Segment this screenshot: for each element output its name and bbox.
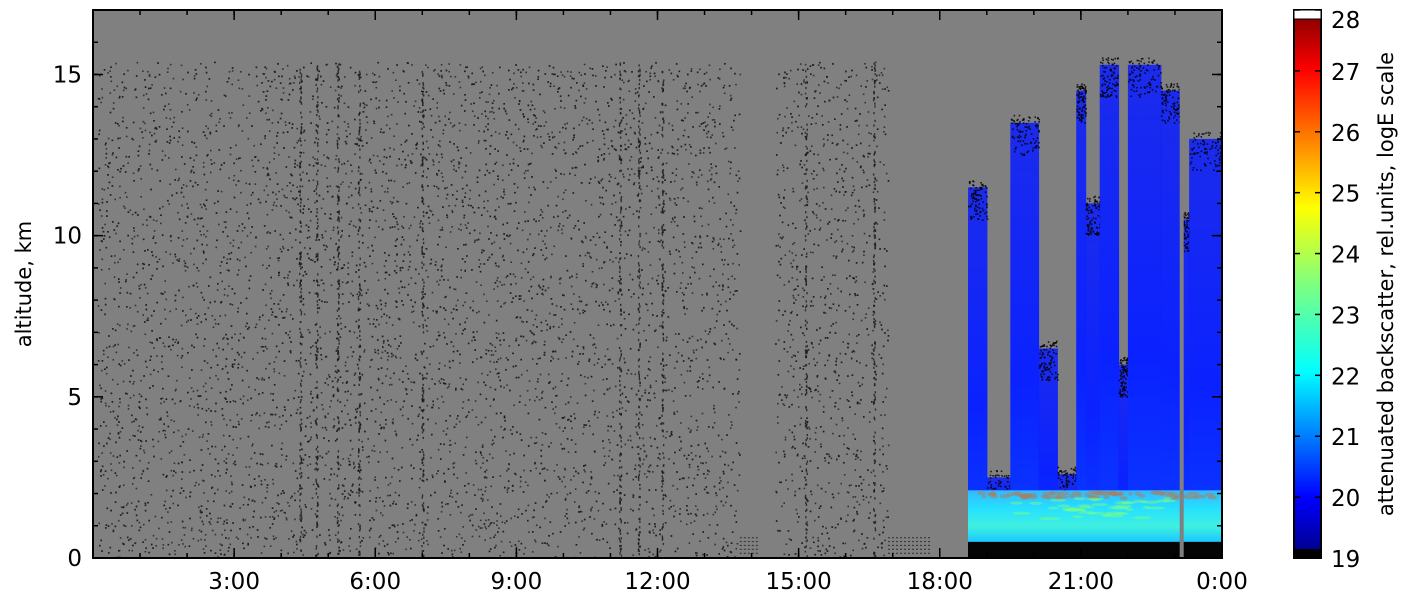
y-tick-label: 0 xyxy=(67,546,82,572)
y-axis-label: altitude, km xyxy=(12,221,36,348)
cloud-column xyxy=(1128,65,1162,558)
cloud-column xyxy=(1161,91,1180,558)
colorbar-tick-label: 27 xyxy=(1331,60,1360,86)
y-tick-label: 5 xyxy=(67,385,82,411)
colorbar-tick-label: 26 xyxy=(1331,121,1360,147)
boundary-layer xyxy=(968,490,1222,542)
x-tick-label: 15:00 xyxy=(765,569,831,593)
colorbar: 19 20 21 22 23 24 25 26 27 28 xyxy=(1294,8,1360,573)
colorbar-tick-label: 24 xyxy=(1331,243,1360,269)
x-tick-label: 3:00 xyxy=(208,569,260,593)
y-tick-label: 10 xyxy=(53,224,82,250)
x-tick-label: 0:00 xyxy=(1196,569,1248,593)
cloud-column xyxy=(1100,65,1119,558)
colorbar-tick-label: 25 xyxy=(1331,182,1360,208)
x-tick-label: 6:00 xyxy=(349,569,401,593)
outage-column xyxy=(1180,65,1184,558)
x-tick-label: 18:00 xyxy=(907,569,973,593)
colorbar-tick-label: 22 xyxy=(1331,364,1360,390)
y-tick-label: 15 xyxy=(53,62,82,88)
surface-layer xyxy=(968,542,1222,558)
colorbar-tick-label: 28 xyxy=(1331,8,1360,34)
colorbar-tick-label: 19 xyxy=(1331,547,1360,573)
x-tick-label: 21:00 xyxy=(1048,569,1114,593)
colorbar-under-cap xyxy=(1294,549,1321,558)
colorbar-tick-label: 21 xyxy=(1331,425,1360,451)
colorbar-tick-label: 23 xyxy=(1331,303,1360,329)
x-tick-label: 12:00 xyxy=(624,569,690,593)
colorbar-label: attenuated backscatter, rel.units, logE … xyxy=(1374,52,1398,516)
x-tick-label: 9:00 xyxy=(491,569,543,593)
colorbar-gradient xyxy=(1294,10,1321,558)
cloud-column xyxy=(1076,91,1086,558)
colorbar-tick-label: 20 xyxy=(1331,486,1360,512)
colorbar-over-cap xyxy=(1294,10,1321,19)
